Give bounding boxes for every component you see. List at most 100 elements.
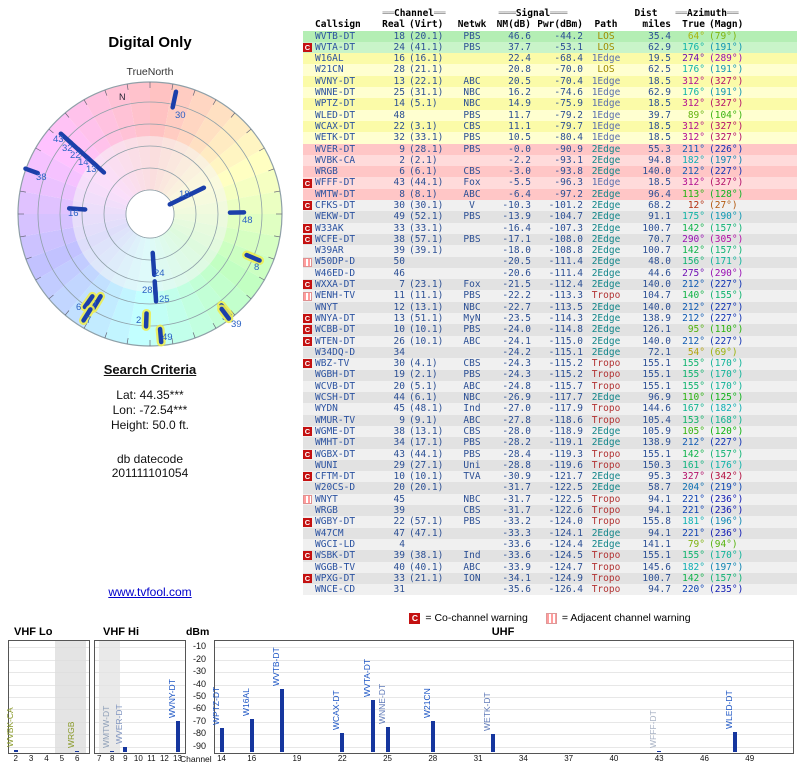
x-tick: 34 — [518, 754, 528, 763]
cell-path: 2Edge — [591, 346, 621, 358]
x-tick: 46 — [700, 754, 709, 763]
cell-virt: (31.1) — [409, 87, 444, 99]
signal-bar — [75, 750, 80, 752]
cell-callsign: W34DQ-D — [315, 346, 356, 358]
table-row: WRGB 6 (6.1) CBS -3.0 -93.8 2Edge 140.0 212° (227… — [303, 166, 797, 178]
cell-dist: 155.1 — [642, 448, 671, 460]
radar-tick — [268, 168, 275, 172]
cell-callsign: WFFF-DT — [315, 177, 356, 189]
cell-virt: (5.1) — [409, 380, 438, 392]
cell-netwk: Fox — [463, 177, 481, 189]
cell-callsign: WTEN-DT — [315, 335, 356, 347]
cell-az_magn: (157°) — [709, 222, 744, 234]
warning-legend: C = Co-channel warning = Adjacent channe… — [303, 612, 797, 624]
radar-tick — [274, 190, 281, 193]
cell-nm: -34.1 — [502, 572, 531, 584]
legend-cochannel: C = Co-channel warning — [409, 612, 528, 624]
cell-dist: 70.7 — [648, 233, 671, 245]
table-row: C WNYA-DT 13 (51.1) MyN -23.5 -114.3 2Edge 138.9… — [303, 312, 797, 325]
cell-az_true: 12° — [687, 200, 705, 211]
cell-callsign: WNYA-DT — [315, 312, 356, 324]
cell-path: Tropo — [591, 459, 621, 471]
group-header-signal: ═══Signal═══ — [498, 7, 568, 19]
cell-callsign: W47CM — [315, 527, 344, 539]
radar-marker — [152, 286, 159, 304]
cell-real: 9 — [399, 143, 405, 155]
cell-virt: (5.1) — [409, 98, 438, 110]
col-header-netwk: Netwk — [457, 19, 487, 31]
tvfool-link[interactable]: www.tvfool.com — [108, 585, 192, 599]
cell-callsign: W46ED-D — [315, 267, 356, 279]
cell-netwk: CBS — [463, 120, 481, 132]
cell-nm: -28.2 — [502, 437, 531, 449]
table-row: C WGBY-DT 22 (57.1) PBS -33.2 -124.0 Tropo 155.8… — [303, 516, 797, 528]
radar-tick — [258, 276, 265, 281]
table-row: WRGB 39 CBS -31.7 -122.6 Tropo 94.1 221° (236°) — [303, 505, 797, 517]
cell-real: 30 — [393, 200, 405, 211]
cell-az_magn: (227°) — [709, 437, 744, 449]
cell-callsign: CFKS-DT — [315, 200, 356, 211]
cell-pwr: -108.0 — [548, 233, 583, 245]
cell-dist: 140.0 — [642, 279, 671, 291]
cell-dist: 91.1 — [648, 211, 671, 223]
y-axis-label: -20 — [192, 653, 206, 664]
cell-az_magn: (191°) — [709, 87, 744, 99]
cell-az_magn: (197°) — [709, 561, 744, 573]
radar-marker-label: 25 — [159, 294, 170, 305]
cell-dist: 62.9 — [648, 41, 671, 53]
cell-path: 2Edge — [591, 482, 621, 494]
cell-dist: 100.7 — [642, 222, 671, 234]
cell-real: 38 — [393, 425, 405, 437]
signal-bar — [491, 733, 496, 752]
cell-nm: -17.1 — [502, 233, 531, 245]
cell-nm: -3.0 — [508, 166, 531, 178]
datecode-value: 201111101054 — [111, 466, 189, 480]
cell-az_true: 142° — [682, 245, 705, 257]
cell-callsign: WLED-DT — [315, 109, 356, 121]
radar-tick — [192, 332, 196, 339]
cell-az_magn: (155°) — [709, 290, 744, 302]
cell-real: 33 — [393, 222, 405, 234]
radar-tick — [104, 89, 108, 96]
radar-marker — [167, 185, 207, 207]
station-label: WLED-DT — [723, 690, 734, 730]
table-row: C CFTM-DT 10 (10.1) TVA -30.9 -121.7 2Edge 95.3 3… — [303, 471, 797, 483]
warn-cell: C — [303, 201, 315, 211]
cell-path: Tropo — [591, 290, 621, 302]
cell-az_true: 274° — [682, 53, 705, 65]
cell-real: 39 — [393, 245, 405, 257]
cell-netwk: PBS — [463, 143, 481, 155]
cell-az_magn: (191°) — [709, 41, 744, 53]
cell-az_true: 155° — [682, 358, 705, 370]
cell-callsign: WPXG-DT — [315, 572, 356, 584]
cell-path: 2Edge — [591, 188, 621, 200]
cell-callsign: WNCE-CD — [315, 584, 356, 596]
cell-path: 2Edge — [591, 279, 621, 291]
radar-marker — [66, 206, 88, 212]
cell-real: 14 — [393, 98, 405, 110]
radar-marker-label: 6 — [76, 302, 81, 313]
cell-path: 2Edge — [591, 437, 621, 449]
table-row: WETK-DT 32 (33.1) PBS 10.5 -80.4 1Edge 18.5 312°… — [303, 132, 797, 144]
cell-nm: -24.8 — [502, 380, 531, 392]
cochannel-warning-icon: C — [303, 201, 312, 211]
cell-az_magn: (327°) — [709, 120, 744, 132]
cell-nm: -18.0 — [502, 245, 531, 257]
radar-marker-label: 48 — [242, 215, 253, 226]
cell-az_true: 155° — [682, 380, 705, 392]
cell-path: LOS — [597, 41, 615, 53]
cell-pwr: -124.5 — [548, 550, 583, 562]
legend-adjacent-label: = Adjacent channel warning — [561, 612, 691, 624]
cell-path: 1Edge — [591, 109, 621, 121]
cell-path: 2Edge — [591, 392, 621, 404]
cell-az_magn: (104°) — [709, 109, 744, 121]
cochannel-warning-icon: C — [303, 551, 312, 561]
cell-netwk: NBC — [463, 392, 481, 404]
radar-tick — [48, 128, 54, 134]
cell-virt: (3.1) — [409, 120, 438, 132]
cell-az_true: 182° — [682, 154, 705, 166]
warn-cell: C — [303, 573, 315, 583]
table-row: C WCFE-DT 38 (57.1) PBS -17.1 -108.0 2Edge 70.7 2… — [303, 233, 797, 246]
warn-cell — [303, 291, 315, 301]
cell-real: 34 — [393, 437, 405, 449]
